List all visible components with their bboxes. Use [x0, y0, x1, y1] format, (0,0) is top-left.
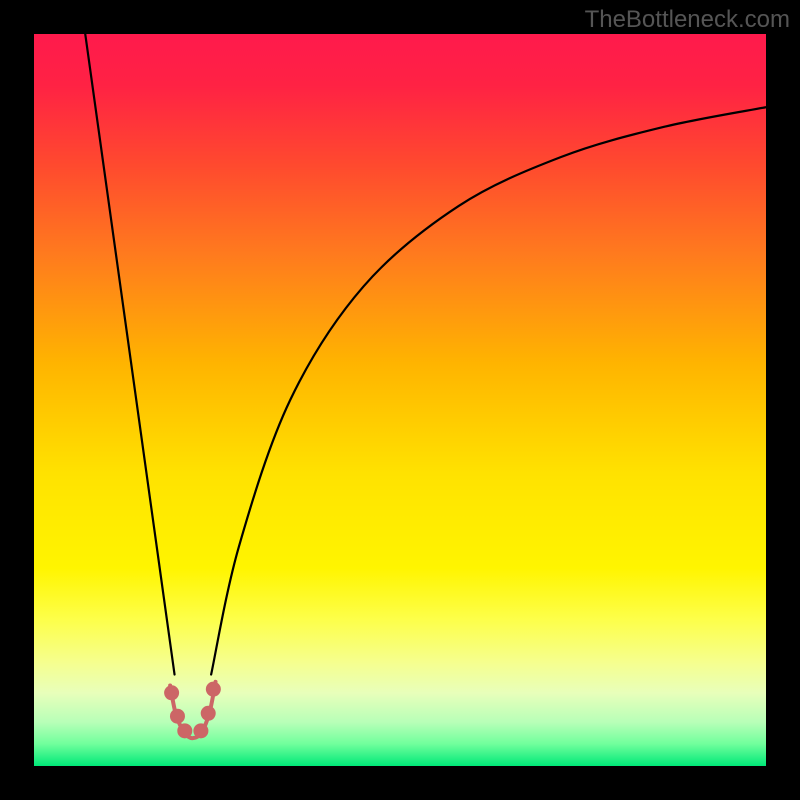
chart-svg [34, 34, 766, 766]
watermark-text: TheBottleneck.com [585, 6, 790, 34]
chart-frame: TheBottleneck.com [0, 0, 800, 800]
valley-marker [170, 709, 185, 724]
valley-marker [177, 723, 192, 738]
valley-marker [201, 706, 216, 721]
valley-marker [193, 723, 208, 738]
plot-area [34, 34, 766, 766]
gradient-background [34, 34, 766, 766]
valley-marker [206, 682, 221, 697]
valley-marker [164, 685, 179, 700]
